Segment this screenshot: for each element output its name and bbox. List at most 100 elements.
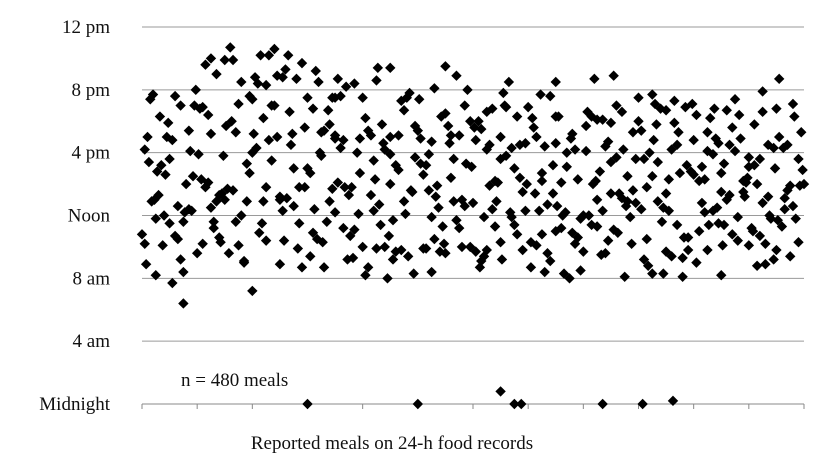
scatter-point <box>150 213 161 224</box>
scatter-point <box>465 116 476 127</box>
scatter-point <box>371 75 382 86</box>
scatter-point <box>459 100 470 111</box>
sample-size-annotation: n = 480 meals <box>181 370 288 391</box>
scatter-point <box>307 227 319 238</box>
scatter-point <box>718 219 730 231</box>
scatter-point <box>608 70 619 81</box>
scatter-point <box>218 150 229 162</box>
scatter-point <box>466 161 477 173</box>
scatter-point <box>160 169 171 180</box>
scatter-point <box>496 254 508 265</box>
scatter-point <box>317 237 328 248</box>
scatter-point <box>360 269 371 281</box>
scatter-point <box>385 62 396 74</box>
scatter-point <box>214 232 225 243</box>
scatter-point <box>324 119 335 130</box>
scatter-point <box>365 130 377 141</box>
scatter-point <box>717 240 728 251</box>
scatter-point <box>372 62 384 74</box>
scatter-point <box>445 172 457 183</box>
scatter-point <box>779 193 790 204</box>
scatter-point <box>332 73 344 85</box>
scatter-point <box>151 166 163 177</box>
scatter-point <box>561 147 572 158</box>
scatter-point <box>442 120 454 132</box>
scatter-point <box>773 73 785 85</box>
scatter-point <box>277 72 288 83</box>
scatter-point <box>550 111 561 122</box>
scatter-point <box>652 196 664 207</box>
scatter-point <box>578 246 589 257</box>
scatter-point <box>716 269 727 281</box>
scatter-point <box>797 164 808 176</box>
scatter-point <box>542 248 553 259</box>
scatter-point <box>158 210 170 221</box>
scatter-point <box>284 106 295 118</box>
scatter-point <box>476 123 487 135</box>
scatter-point <box>288 200 299 212</box>
scatter-point <box>793 237 804 248</box>
scatter-point <box>580 120 592 132</box>
scatter-point <box>383 230 395 242</box>
scatter-point <box>575 213 586 224</box>
scatter-point <box>307 103 319 114</box>
scatter-point <box>696 161 708 173</box>
scatter-point <box>321 216 333 227</box>
scatter-point <box>285 139 297 151</box>
scatter-point <box>691 109 702 121</box>
scatter-point <box>147 89 159 100</box>
scatter-point <box>757 197 768 209</box>
scatter-point <box>498 87 509 99</box>
y-tick-label: Midnight <box>39 394 110 415</box>
scatter-point <box>495 153 506 165</box>
scatter-point <box>596 249 607 260</box>
scatter-point <box>456 241 468 253</box>
scatter-point <box>688 134 699 146</box>
scatter-point <box>313 76 324 88</box>
scatter-point <box>150 269 161 281</box>
scatter-point <box>335 142 346 154</box>
scatter-point <box>575 265 586 276</box>
scatter-point <box>633 116 644 127</box>
scatter-point <box>647 268 658 279</box>
scatter-point <box>219 194 230 205</box>
scatter-point <box>459 200 470 212</box>
scatter-point <box>223 248 235 259</box>
scatter-point <box>208 216 219 227</box>
scatter-point <box>357 92 368 103</box>
scatter-point <box>757 106 768 118</box>
scatter-point <box>630 153 641 165</box>
scatter-point <box>409 152 421 163</box>
scatter-point <box>156 160 167 171</box>
scatter-point <box>699 174 710 185</box>
scatter-point <box>536 175 548 187</box>
scatter-point <box>412 125 424 136</box>
scatter-point <box>535 89 546 100</box>
scatter-point <box>454 222 465 234</box>
scatter-point <box>491 196 502 207</box>
scatter-point <box>354 167 366 179</box>
scatter-point <box>567 128 578 140</box>
scatter-point <box>288 163 299 174</box>
scatter-point <box>241 196 253 207</box>
scatter-point <box>437 221 448 232</box>
scatter-point <box>597 114 608 125</box>
scatter-point <box>342 254 353 265</box>
scatter-point <box>627 127 639 138</box>
scatter-point <box>335 90 346 102</box>
scatter-point <box>589 73 600 85</box>
scatter-point <box>757 86 768 97</box>
scatter-point <box>713 218 724 229</box>
scatter-point <box>396 244 407 256</box>
scatter-point <box>556 222 567 234</box>
scatter-point <box>178 298 189 309</box>
scatter-point <box>489 175 501 187</box>
scatter-point <box>796 127 807 138</box>
scatter-point <box>727 229 738 240</box>
scatter-point <box>489 221 501 232</box>
scatter-point <box>495 386 506 397</box>
scatter-point <box>506 142 517 154</box>
scatter-point <box>677 252 688 264</box>
scatter-point <box>310 65 321 77</box>
